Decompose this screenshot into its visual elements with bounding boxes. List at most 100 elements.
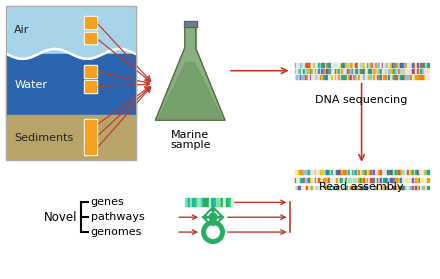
Bar [425, 178, 427, 182]
Bar [330, 69, 331, 73]
Bar [417, 63, 418, 67]
Bar [301, 178, 303, 182]
Bar [313, 170, 315, 174]
Bar [405, 75, 407, 79]
Bar [417, 186, 418, 189]
Bar [298, 178, 300, 182]
Bar [368, 63, 370, 67]
Bar [6, 6, 136, 54]
Bar [414, 170, 415, 174]
Bar [333, 170, 335, 174]
Bar [345, 178, 347, 182]
Bar [400, 170, 402, 174]
Bar [370, 75, 372, 79]
Bar [311, 75, 313, 79]
Text: Sediments: Sediments [15, 133, 73, 143]
Bar [422, 63, 424, 67]
Bar [330, 186, 331, 189]
Bar [418, 63, 420, 67]
Bar [393, 178, 395, 182]
Bar [326, 186, 328, 189]
Bar [389, 170, 390, 174]
Bar [348, 170, 350, 174]
Bar [303, 186, 304, 189]
Bar [340, 75, 341, 79]
Bar [313, 69, 315, 73]
Bar [382, 69, 383, 73]
Bar [373, 170, 375, 174]
Bar [304, 178, 306, 182]
Bar [417, 178, 418, 182]
Bar [316, 63, 318, 67]
Bar [303, 69, 304, 73]
Bar [358, 63, 360, 67]
Bar [315, 170, 316, 174]
Bar [338, 170, 340, 174]
Bar [363, 170, 365, 174]
Bar [308, 178, 310, 182]
Bar [335, 186, 337, 189]
Bar [341, 178, 343, 182]
Bar [294, 186, 296, 189]
Bar [192, 198, 195, 206]
Bar [427, 178, 429, 182]
Bar [427, 63, 429, 67]
Bar [306, 63, 308, 67]
Bar [347, 63, 348, 67]
Bar [310, 75, 311, 79]
Bar [304, 69, 306, 73]
Bar [385, 178, 387, 182]
Bar [383, 69, 385, 73]
Bar [333, 178, 335, 182]
Bar [377, 170, 378, 174]
Bar [375, 186, 377, 189]
Bar [335, 170, 337, 174]
Bar [190, 198, 192, 206]
Bar [310, 186, 311, 189]
Bar [389, 63, 390, 67]
Bar [300, 63, 301, 67]
Bar [372, 186, 373, 189]
Bar [420, 186, 422, 189]
Bar [301, 170, 303, 174]
Bar [382, 75, 383, 79]
Bar [300, 178, 301, 182]
Bar [335, 63, 337, 67]
Bar [373, 75, 375, 79]
Bar [326, 178, 328, 182]
Text: DNA sequencing: DNA sequencing [315, 95, 408, 105]
Bar [306, 75, 308, 79]
Bar [383, 63, 385, 67]
Bar [318, 178, 320, 182]
Text: Marine: Marine [171, 130, 209, 140]
Bar [294, 69, 296, 73]
Bar [397, 63, 399, 67]
Bar [397, 186, 399, 189]
Bar [337, 63, 338, 67]
Bar [338, 75, 340, 79]
Bar [360, 178, 362, 182]
Bar [424, 63, 425, 67]
Bar [333, 75, 335, 79]
Bar [306, 186, 308, 189]
Bar [352, 75, 353, 79]
Text: Water: Water [15, 80, 48, 90]
Bar [407, 63, 409, 67]
Bar [353, 63, 355, 67]
Bar [84, 32, 97, 44]
Bar [382, 178, 383, 182]
Bar [343, 186, 345, 189]
Bar [372, 75, 373, 79]
Bar [397, 170, 399, 174]
Bar [315, 75, 316, 79]
Bar [414, 178, 415, 182]
Bar [308, 170, 310, 174]
Bar [184, 21, 197, 27]
Bar [330, 170, 331, 174]
Bar [294, 170, 296, 174]
Bar [405, 63, 407, 67]
Bar [348, 63, 350, 67]
Bar [321, 69, 323, 73]
Bar [378, 69, 380, 73]
Circle shape [207, 226, 219, 238]
